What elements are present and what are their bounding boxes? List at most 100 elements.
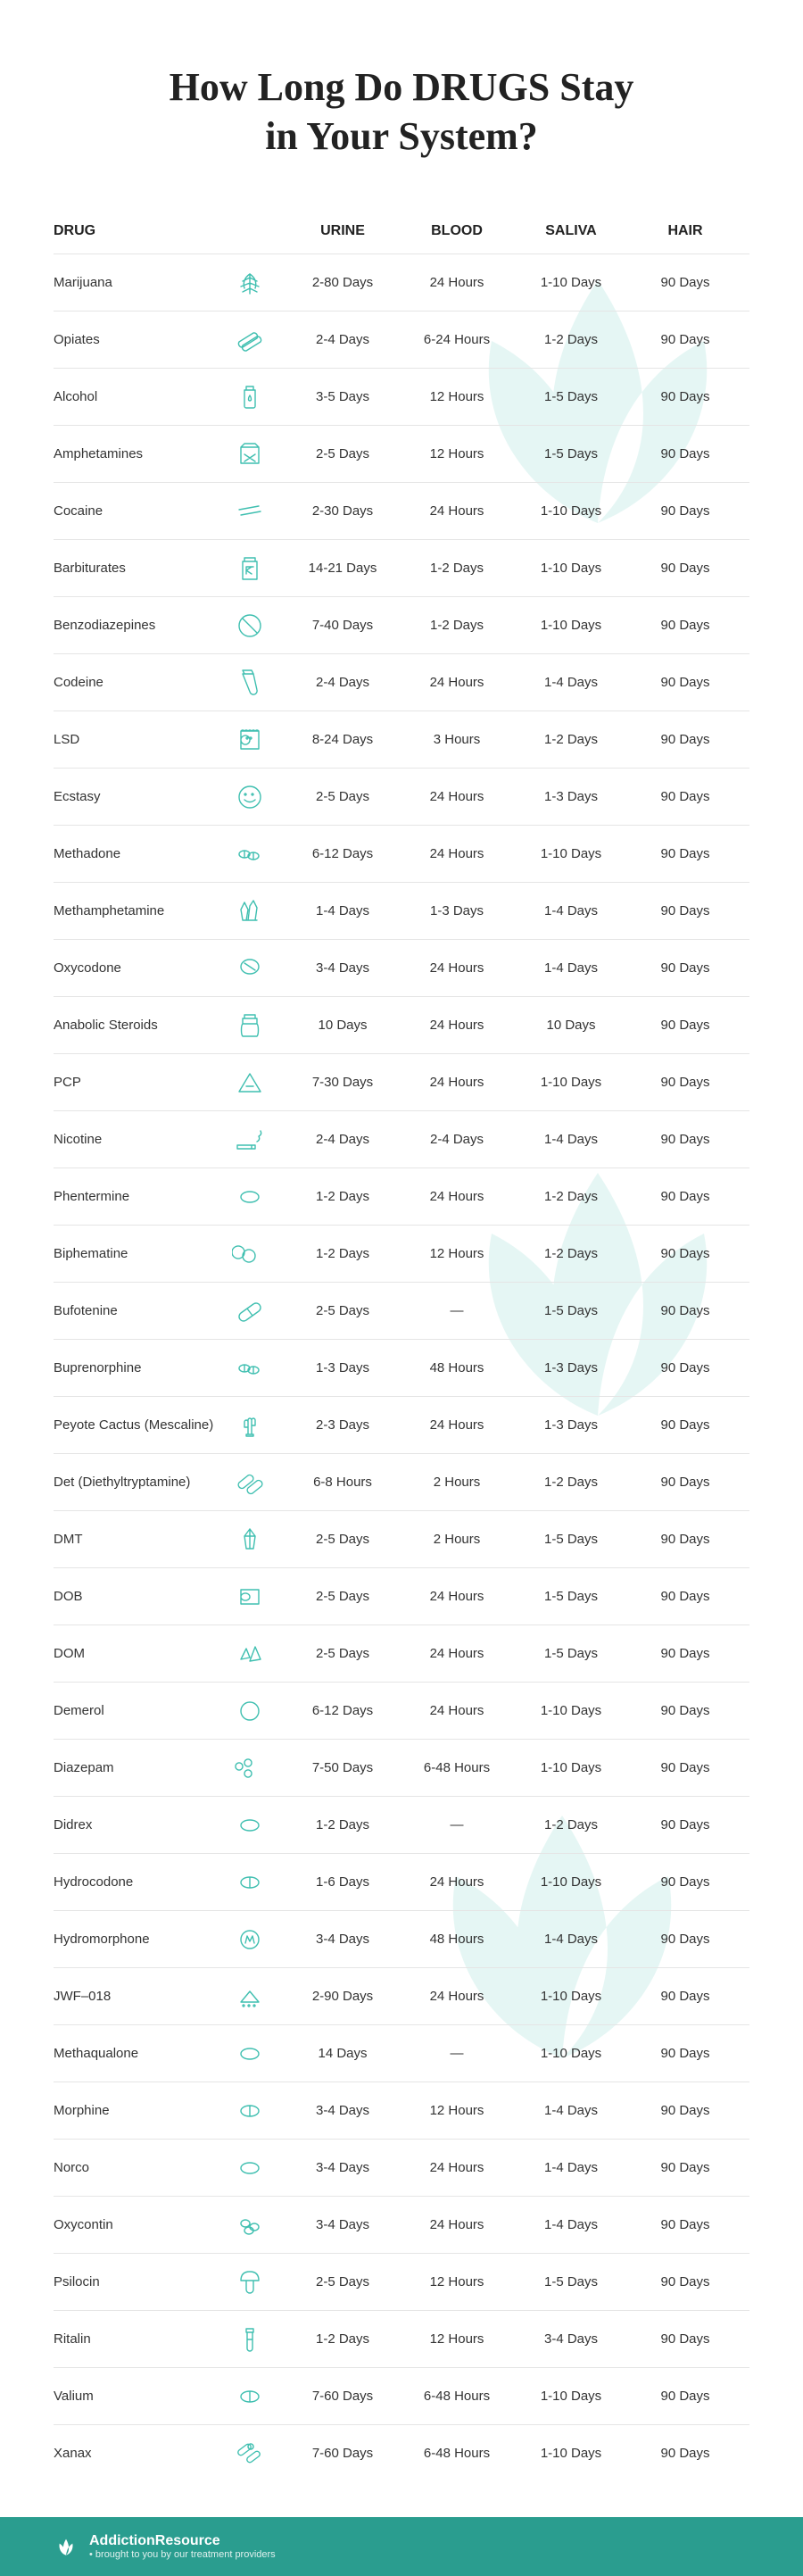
drug-name: Marijuana xyxy=(54,274,214,292)
table-row: Norco 3-4 Days 24 Hours 1-4 Days 90 Days xyxy=(54,2139,749,2196)
saliva-value: 1-10 Days xyxy=(514,2046,628,2061)
saliva-value: 1-10 Days xyxy=(514,275,628,290)
urine-value: 2-90 Days xyxy=(286,1989,400,2004)
drug-name: PCP xyxy=(54,1074,214,1092)
bottle-drop-icon xyxy=(232,379,268,415)
drug-name: Peyote Cactus (Mescaline) xyxy=(54,1417,214,1434)
hair-value: 90 Days xyxy=(628,2389,742,2404)
hair-value: 90 Days xyxy=(628,1475,742,1490)
drug-icon-cell xyxy=(214,2207,286,2243)
drug-icon-cell xyxy=(214,1979,286,2015)
saliva-value: 1-2 Days xyxy=(514,1817,628,1832)
hair-value: 90 Days xyxy=(628,1646,742,1661)
drug-name: DOB xyxy=(54,1588,214,1606)
blood-value: — xyxy=(400,2046,514,2061)
drug-icon-cell xyxy=(214,1236,286,1272)
drug-icon-cell xyxy=(214,1008,286,1043)
hair-value: 90 Days xyxy=(628,1303,742,1318)
hair-value: 90 Days xyxy=(628,1189,742,1204)
baggie-icon xyxy=(232,436,268,472)
saliva-value: 1-5 Days xyxy=(514,2274,628,2289)
blood-value: 24 Hours xyxy=(400,960,514,976)
hair-value: 90 Days xyxy=(628,1760,742,1775)
hair-value: 90 Days xyxy=(628,1932,742,1947)
hair-value: 90 Days xyxy=(628,2046,742,2061)
urine-value: 2-5 Days xyxy=(286,1589,400,1604)
drug-name: Methamphetamine xyxy=(54,902,214,920)
drug-icon-cell xyxy=(214,1293,286,1329)
drug-icon-cell xyxy=(214,1807,286,1843)
pill-oval-icon xyxy=(232,1807,268,1843)
table-row: Methamphetamine 1-4 Days 1-3 Days 1-4 Da… xyxy=(54,882,749,939)
saliva-value: 1-10 Days xyxy=(514,2389,628,2404)
urine-value: 7-50 Days xyxy=(286,1760,400,1775)
pill-oval-icon xyxy=(232,1179,268,1215)
saliva-value: 1-5 Days xyxy=(514,446,628,461)
blood-value: 1-3 Days xyxy=(400,903,514,918)
drug-name: Hydrocodone xyxy=(54,1874,214,1891)
hair-value: 90 Days xyxy=(628,561,742,576)
blood-value: 24 Hours xyxy=(400,1075,514,1090)
urine-value: 2-80 Days xyxy=(286,275,400,290)
blood-value: 48 Hours xyxy=(400,1932,514,1947)
table-row: Hydromorphone 3-4 Days 48 Hours 1-4 Days… xyxy=(54,1910,749,1967)
urine-value: 7-60 Days xyxy=(286,2389,400,2404)
drug-name: Oxycodone xyxy=(54,960,214,977)
col-drug: DRUG xyxy=(54,223,214,239)
leaf-icon xyxy=(232,265,268,301)
hair-value: 90 Days xyxy=(628,332,742,347)
urine-value: 1-6 Days xyxy=(286,1874,400,1890)
table-row: JWF–018 2-90 Days 24 Hours 1-10 Days 90 … xyxy=(54,1967,749,2024)
saliva-value: 1-10 Days xyxy=(514,1989,628,2004)
blood-value: 12 Hours xyxy=(400,446,514,461)
saliva-value: 1-10 Days xyxy=(514,618,628,633)
three-pills-icon xyxy=(232,2207,268,2243)
circle-icon xyxy=(232,1693,268,1729)
blood-value: 24 Hours xyxy=(400,1189,514,1204)
hair-value: 90 Days xyxy=(628,675,742,690)
drug-icon-cell xyxy=(214,1522,286,1558)
footer-logo-icon xyxy=(54,2534,79,2559)
urine-value: 2-4 Days xyxy=(286,1132,400,1147)
blood-value: 24 Hours xyxy=(400,2160,514,2175)
drug-icon-cell xyxy=(214,1750,286,1786)
urine-value: 7-40 Days xyxy=(286,618,400,633)
drug-name: Diazepam xyxy=(54,1759,214,1777)
drug-name: Amphetamines xyxy=(54,445,214,463)
vial-icon xyxy=(232,2322,268,2357)
hair-value: 90 Days xyxy=(628,389,742,404)
hair-value: 90 Days xyxy=(628,1132,742,1147)
footer-brand: AddictionResource xyxy=(89,2533,276,2549)
drug-name: Demerol xyxy=(54,1702,214,1720)
urine-value: 2-4 Days xyxy=(286,675,400,690)
powder-icon xyxy=(232,1979,268,2015)
saliva-value: 1-4 Days xyxy=(514,1132,628,1147)
three-dots-icon xyxy=(232,1750,268,1786)
hair-value: 90 Days xyxy=(628,1075,742,1090)
drug-name: DOM xyxy=(54,1645,214,1663)
hair-value: 90 Days xyxy=(628,732,742,747)
drug-icon-cell xyxy=(214,836,286,872)
saliva-value: 1-4 Days xyxy=(514,2217,628,2232)
drug-name: Methaqualone xyxy=(54,2045,214,2063)
drug-name: Codeine xyxy=(54,674,214,692)
blood-value: 24 Hours xyxy=(400,503,514,519)
table-row: Marijuana 2-80 Days 24 Hours 1-10 Days 9… xyxy=(54,253,749,311)
drug-icon-cell xyxy=(214,893,286,929)
drug-icon-cell xyxy=(214,551,286,586)
crystal-single-icon xyxy=(232,1522,268,1558)
col-hair: HAIR xyxy=(628,223,742,239)
col-blood: BLOOD xyxy=(400,223,514,239)
footer: AddictionResource • brought to you by ou… xyxy=(0,2517,803,2576)
triangle-icon xyxy=(232,1065,268,1101)
drug-icon-cell xyxy=(214,2093,286,2129)
drug-icon-cell xyxy=(214,1693,286,1729)
urine-value: 3-4 Days xyxy=(286,2160,400,2175)
blood-value: 24 Hours xyxy=(400,1018,514,1033)
urine-value: 8-24 Days xyxy=(286,732,400,747)
urine-value: 3-5 Days xyxy=(286,389,400,404)
table-row: PCP 7-30 Days 24 Hours 1-10 Days 90 Days xyxy=(54,1053,749,1110)
blood-value: 24 Hours xyxy=(400,1646,514,1661)
drug-name: Xanax xyxy=(54,2445,214,2463)
table-row: Buprenorphine 1-3 Days 48 Hours 1-3 Days… xyxy=(54,1339,749,1396)
